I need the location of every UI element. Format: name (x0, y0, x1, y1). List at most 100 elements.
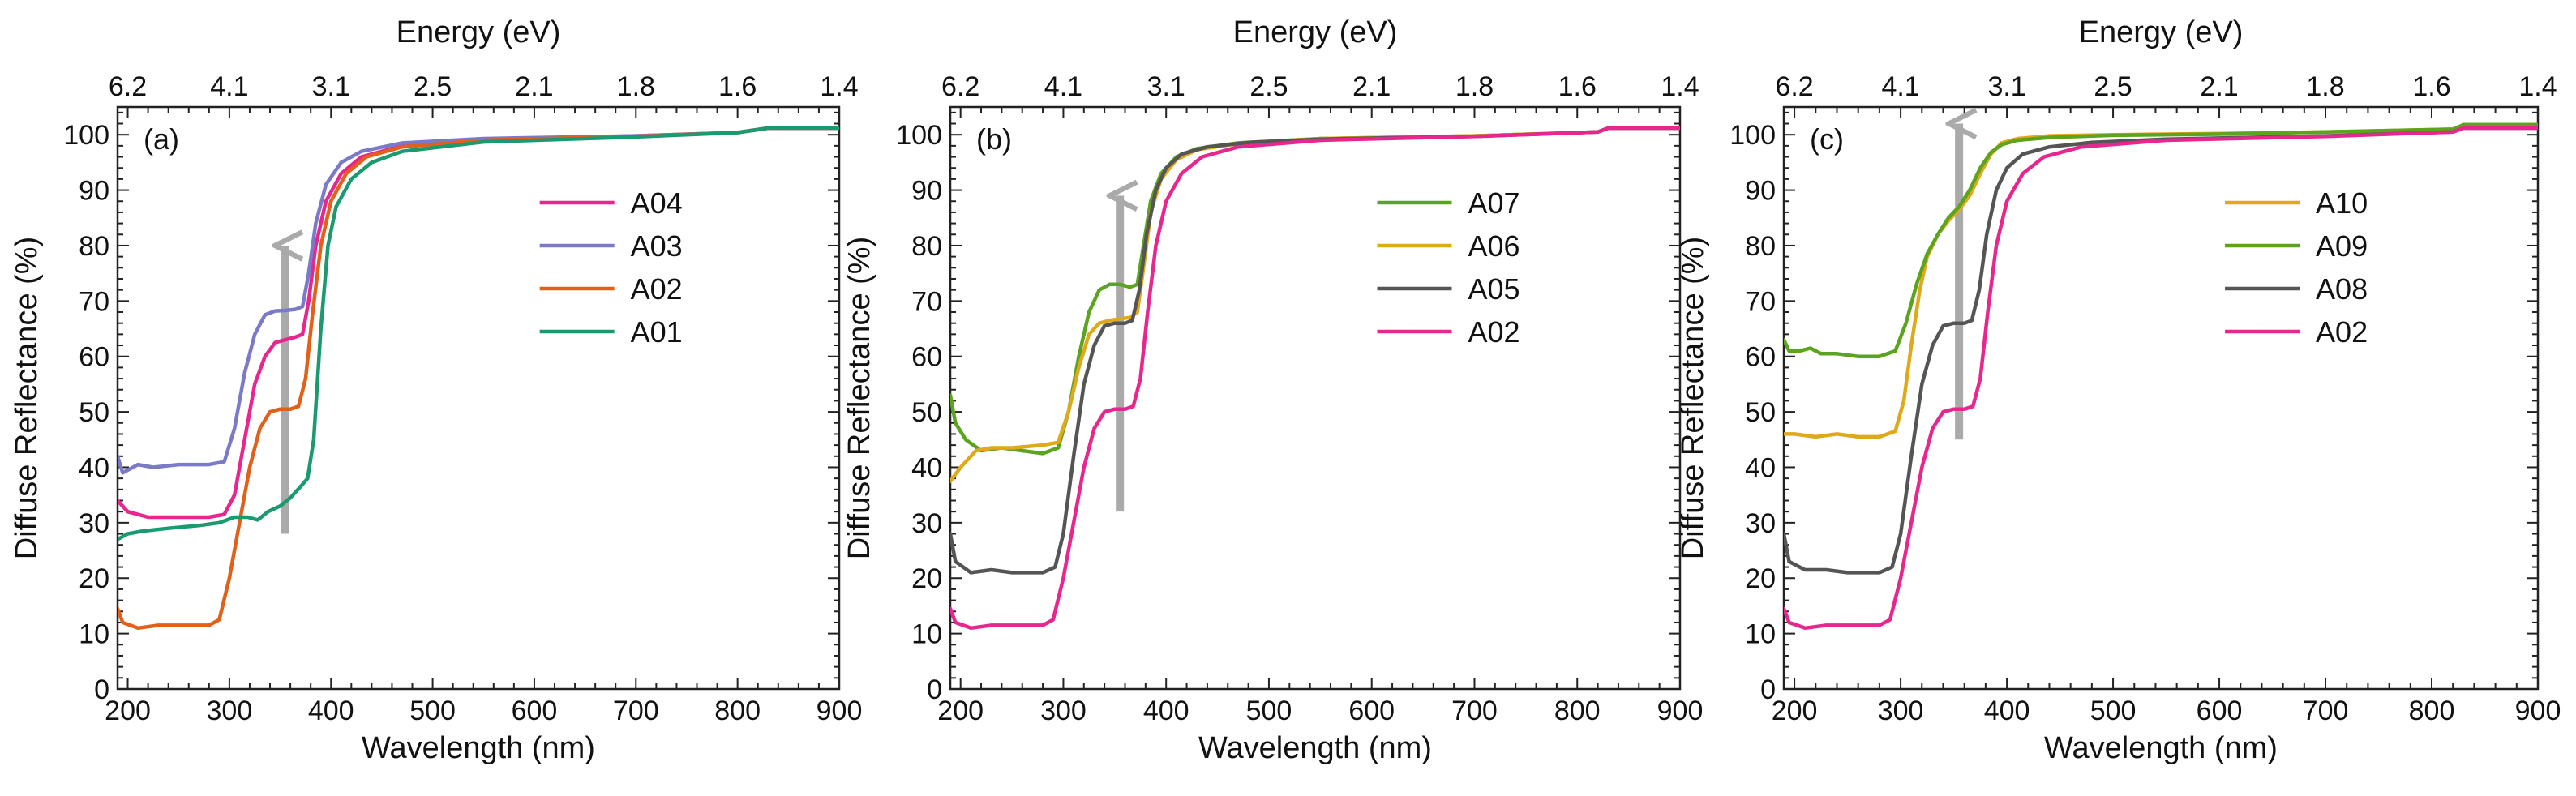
series-line-a08 (1784, 126, 2538, 575)
x-tick-label: 200 (105, 695, 151, 726)
x-tick-label: 900 (1657, 695, 1704, 726)
y-tick-label: 60 (79, 342, 109, 373)
y-tick-label: 60 (1745, 342, 1776, 373)
series-group (950, 126, 1680, 631)
y-tick-label: 70 (79, 286, 109, 317)
x-tick-label: 700 (613, 695, 659, 726)
y-tick-label: 40 (79, 452, 109, 483)
y-tick-label: 70 (1745, 286, 1776, 317)
energy-tick-label: 4.1 (1881, 71, 1919, 102)
x-axis-title: Wavelength (nm) (2044, 731, 2278, 765)
energy-tick-label: 3.1 (1147, 71, 1185, 102)
series-line-a01 (118, 126, 839, 541)
y-tick-label: 90 (911, 176, 942, 207)
series-line-a02 (1784, 126, 2538, 631)
x-tick-label: 500 (1246, 695, 1292, 726)
series-group (1784, 122, 2538, 631)
energy-tick-label: 1.4 (1661, 71, 1699, 102)
panel-label: (b) (976, 122, 1012, 156)
legend-label-a03: A03 (631, 229, 683, 263)
series-line-a07 (950, 126, 1680, 456)
energy-tick-label: 1.4 (2518, 71, 2557, 102)
top-x-axis-title: Energy (eV) (2079, 15, 2244, 49)
y-tick-label: 100 (63, 120, 109, 151)
y-tick-label: 0 (927, 674, 942, 705)
energy-tick-label: 4.1 (210, 71, 248, 102)
legend-label-a06: A06 (1468, 229, 1520, 263)
y-tick-label: 40 (1745, 452, 1776, 483)
x-tick-label: 200 (1772, 695, 1818, 726)
top-x-axis-title: Energy (eV) (1233, 15, 1398, 49)
energy-tick-label: 3.1 (312, 71, 350, 102)
legend-label-a01: A01 (631, 315, 683, 349)
panel-label: (a) (144, 122, 179, 156)
x-tick-label: 800 (714, 695, 761, 726)
x-tick-label: 400 (308, 695, 354, 726)
y-tick-label: 50 (79, 397, 109, 428)
energy-tick-label: 2.5 (414, 71, 452, 102)
energy-tick-label: 1.8 (2306, 71, 2344, 102)
legend-label-a05: A05 (1468, 272, 1520, 306)
y-tick-label: 0 (1760, 674, 1776, 705)
x-tick-label: 900 (817, 695, 863, 726)
x-axis-title: Wavelength (nm) (362, 731, 595, 765)
y-tick-label: 40 (911, 452, 942, 483)
top-x-axis-title: Energy (eV) (396, 15, 561, 49)
series-line-a02 (118, 126, 839, 631)
y-tick-label: 10 (1745, 619, 1776, 650)
energy-tick-label: 1.6 (2412, 71, 2450, 102)
y-tick-label: 80 (1745, 231, 1776, 262)
legend-label-a07: A07 (1468, 186, 1520, 220)
panel-label: (c) (1810, 122, 1844, 156)
y-tick-label: 20 (79, 563, 109, 594)
energy-tick-label: 2.1 (1352, 71, 1391, 102)
series-group (118, 126, 839, 631)
x-tick-label: 200 (937, 695, 984, 726)
legend-label-a09: A09 (2316, 229, 2368, 263)
energy-tick-label: 1.4 (820, 71, 858, 102)
y-tick-label: 50 (911, 397, 942, 428)
y-tick-label: 30 (1745, 508, 1776, 539)
x-tick-label: 700 (1451, 695, 1498, 726)
series-line-a06 (950, 126, 1680, 483)
plot-frame (1782, 105, 2540, 691)
y-tick-label: 10 (79, 619, 109, 650)
energy-tick-label: 1.8 (617, 71, 655, 102)
x-tick-label: 500 (2090, 695, 2137, 726)
x-tick-label: 700 (2303, 695, 2349, 726)
legend-label-a02: A02 (631, 272, 683, 306)
y-tick-label: 30 (79, 508, 109, 539)
energy-tick-label: 1.6 (1558, 71, 1597, 102)
y-tick-label: 0 (94, 674, 109, 705)
y-tick-label: 30 (911, 508, 942, 539)
x-tick-label: 500 (409, 695, 456, 726)
y-axis-title: Diffuse Reflectance (%) (842, 237, 877, 559)
x-tick-label: 600 (2197, 695, 2243, 726)
x-tick-label: 900 (2515, 695, 2561, 726)
y-tick-label: 60 (911, 342, 942, 373)
legend-label-a08: A08 (2316, 272, 2368, 306)
x-tick-label: 400 (1143, 695, 1189, 726)
x-tick-label: 300 (207, 695, 253, 726)
series-line-a10 (1784, 122, 2538, 439)
x-tick-label: 600 (1348, 695, 1395, 726)
energy-tick-label: 6.2 (109, 71, 147, 102)
x-tick-label: 300 (1878, 695, 1924, 726)
y-tick-label: 10 (911, 619, 942, 650)
y-tick-label: 100 (896, 120, 942, 151)
y-tick-label: 50 (1745, 397, 1776, 428)
energy-tick-label: 3.1 (1987, 71, 2025, 102)
legend-label-a02: A02 (2316, 315, 2368, 349)
energy-tick-label: 2.1 (515, 71, 553, 102)
y-tick-label: 80 (911, 231, 942, 262)
y-tick-label: 20 (1745, 563, 1776, 594)
y-tick-label: 70 (911, 286, 942, 317)
series-line-a05 (950, 126, 1680, 575)
energy-tick-label: 4.1 (1044, 71, 1082, 102)
x-tick-label: 300 (1040, 695, 1087, 726)
y-tick-label: 100 (1729, 120, 1776, 151)
